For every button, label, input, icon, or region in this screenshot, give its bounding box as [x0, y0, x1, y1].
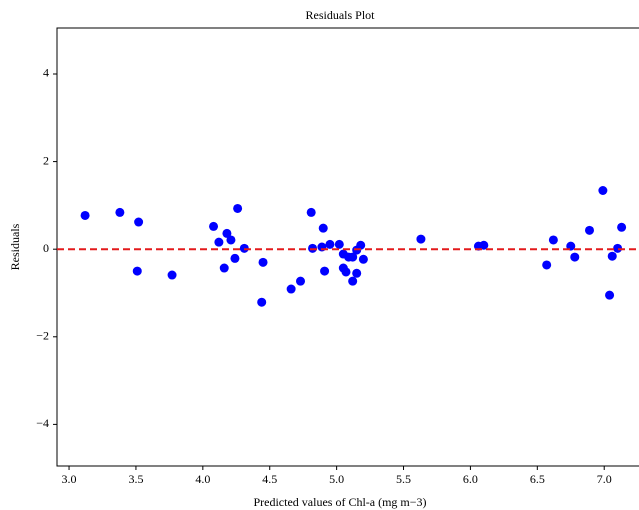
y-tick-label: 0: [43, 241, 49, 255]
x-tick-label: 7.0: [597, 472, 612, 486]
x-tick-label: 4.0: [195, 472, 210, 486]
point: [132, 266, 142, 276]
point: [584, 225, 594, 235]
chart-title: Residuals Plot: [305, 8, 375, 22]
y-tick-label: 4: [43, 66, 49, 80]
x-tick-label: 5.0: [329, 472, 344, 486]
point: [605, 290, 615, 300]
point: [348, 252, 358, 262]
point: [607, 251, 617, 261]
y-tick-label: −4: [36, 416, 49, 430]
point: [209, 221, 219, 231]
point: [617, 222, 627, 232]
point: [356, 240, 366, 250]
point: [348, 276, 358, 286]
point: [230, 253, 240, 263]
point: [334, 239, 344, 249]
point: [257, 297, 267, 307]
x-tick-label: 6.0: [463, 472, 478, 486]
point: [416, 234, 426, 244]
point: [258, 257, 268, 267]
point: [358, 254, 368, 264]
point: [296, 276, 306, 286]
point: [222, 228, 232, 238]
point: [167, 270, 177, 280]
x-tick-label: 3.0: [62, 472, 77, 486]
point: [479, 240, 489, 250]
point: [219, 263, 229, 273]
point: [286, 284, 296, 294]
point: [80, 210, 90, 220]
point: [325, 239, 335, 249]
y-tick-label: −2: [36, 329, 49, 343]
point: [115, 207, 125, 217]
x-tick-label: 5.5: [396, 472, 411, 486]
point: [613, 243, 623, 253]
point: [233, 203, 243, 213]
point: [214, 237, 224, 247]
x-tick-label: 6.5: [530, 472, 545, 486]
x-tick-label: 4.5: [262, 472, 277, 486]
point: [134, 217, 144, 227]
axis-frame: [56, 27, 639, 467]
point: [318, 223, 328, 233]
point: [226, 235, 236, 245]
y-tick-label: 2: [43, 153, 49, 167]
point: [542, 260, 552, 270]
point: [352, 268, 362, 278]
y-axis-label: Residuals: [8, 223, 22, 270]
point: [548, 235, 558, 245]
point: [306, 207, 316, 217]
x-tick-label: 3.5: [128, 472, 143, 486]
point: [341, 267, 351, 277]
point: [320, 266, 330, 276]
point: [598, 185, 608, 195]
point: [570, 252, 580, 262]
x-axis-label: Predicted values of Chl-a (mg m−3): [253, 495, 426, 509]
